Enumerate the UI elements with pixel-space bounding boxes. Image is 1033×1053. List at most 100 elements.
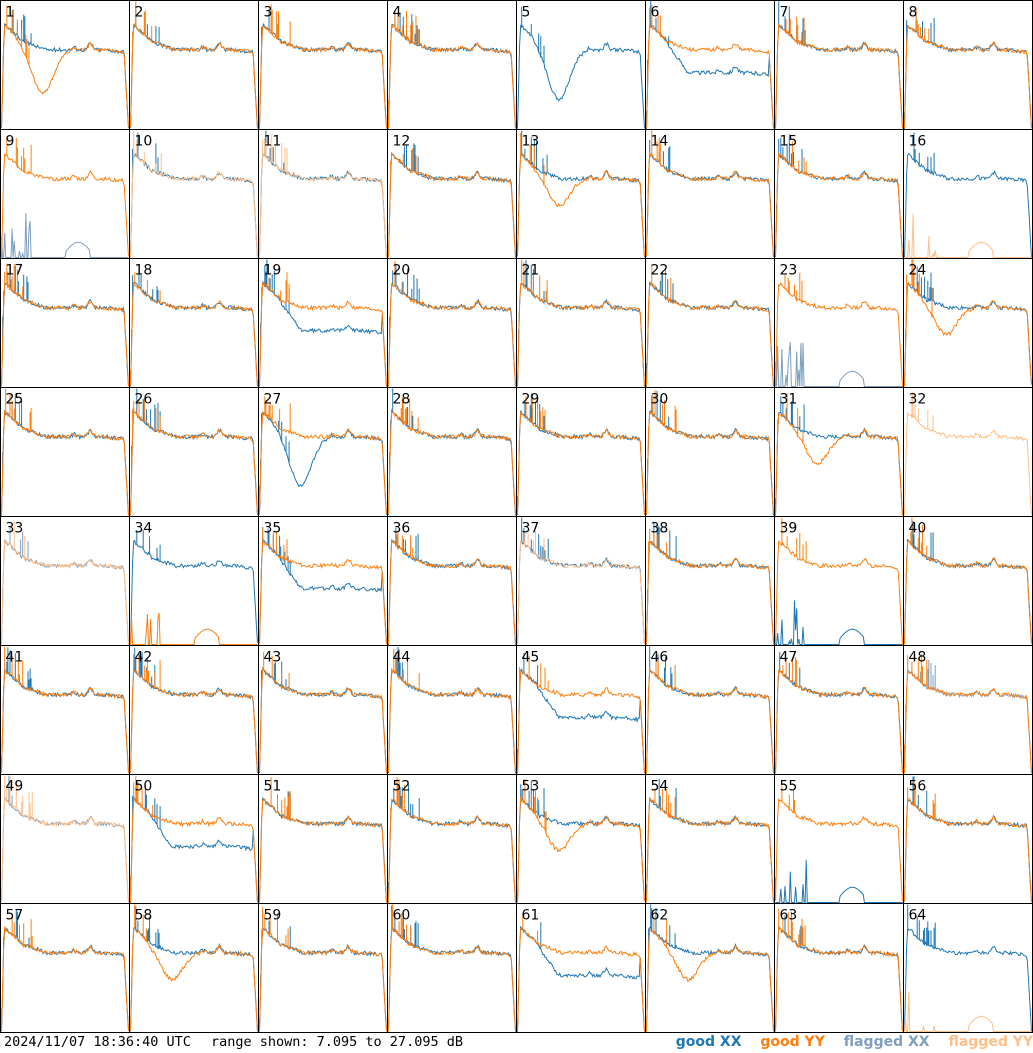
panel-label: 16 [909, 134, 927, 150]
panel-label: 53 [522, 779, 540, 795]
panel-17: 17 [0, 258, 130, 388]
panel-label: 43 [264, 650, 282, 666]
panel-label: 39 [780, 521, 798, 537]
panel-32: 32 [903, 387, 1033, 517]
panel-frame [129, 0, 259, 130]
panel-label: 8 [909, 5, 918, 21]
panel-frame [645, 0, 775, 130]
panel-22: 22 [645, 258, 775, 388]
panel-16: 16 [903, 129, 1033, 259]
panel-label: 36 [393, 521, 411, 537]
panel-36: 36 [387, 516, 517, 646]
series-yy-line [130, 1, 258, 129]
panel-frame [0, 774, 130, 904]
panel-frame [387, 387, 517, 517]
panel-label: 29 [522, 392, 540, 408]
panel-label: 22 [651, 263, 669, 279]
panel-64: 64 [903, 903, 1033, 1033]
panel-frame [903, 516, 1033, 646]
series-xx-line [904, 904, 1032, 1032]
series-yy-line [517, 396, 645, 516]
legend-good-xx: good XX [675, 1034, 742, 1050]
series-yy-line [904, 517, 1032, 645]
panel-24: 24 [903, 258, 1033, 388]
series-yy-line [1, 646, 129, 774]
panel-label: 9 [6, 134, 15, 150]
panel-60: 60 [387, 903, 517, 1033]
series-yy-line [775, 786, 903, 902]
panel-11: 11 [258, 129, 388, 259]
panel-label: 28 [393, 392, 411, 408]
series-yy-line [388, 260, 516, 387]
panel-label: 40 [909, 521, 927, 537]
panel-45: 45 [516, 645, 646, 775]
panel-frame [258, 0, 388, 130]
panel-15: 15 [774, 129, 904, 259]
panel-48: 48 [903, 645, 1033, 775]
panel-label: 47 [780, 650, 798, 666]
panel-label: 13 [522, 134, 540, 150]
panel-label: 11 [264, 134, 282, 150]
series-yy-line [259, 4, 387, 129]
panel-frame [774, 387, 904, 517]
panel-49: 49 [0, 774, 130, 904]
panel-43: 43 [258, 645, 388, 775]
series-yy-line [130, 612, 258, 645]
series-yy-line [259, 272, 387, 387]
series-yy-line [388, 148, 516, 258]
panel-30: 30 [645, 387, 775, 517]
panel-frame [516, 516, 646, 646]
panel-6: 6 [645, 0, 775, 130]
panel-frame [129, 258, 259, 388]
panel-frame [258, 129, 388, 259]
panel-10: 10 [129, 129, 259, 259]
panel-label: 31 [780, 392, 798, 408]
panel-frame [645, 258, 775, 388]
panel-label: 2 [135, 5, 144, 21]
series-yy-line [1, 263, 129, 387]
series-yy-line [646, 4, 774, 129]
panel-label: 44 [393, 650, 411, 666]
legend-good-yy: good YY [760, 1034, 825, 1050]
panel-label: 25 [6, 392, 24, 408]
panel-14: 14 [645, 129, 775, 259]
series-yy-line [259, 529, 387, 645]
panel-frame [516, 774, 646, 904]
series-yy-line [130, 272, 258, 387]
series-xx-line [130, 529, 258, 645]
series-yy-line [388, 904, 516, 1032]
panel-47: 47 [774, 645, 904, 775]
panel-label: 41 [6, 650, 24, 666]
series-yy-line [388, 648, 516, 773]
series-yy-line [130, 131, 258, 258]
panel-frame [258, 774, 388, 904]
panel-label: 51 [264, 779, 282, 795]
panel-50: 50 [129, 774, 259, 904]
panel-7: 7 [774, 0, 904, 130]
series-yy-line [646, 130, 774, 258]
series-yy-line [1, 388, 129, 517]
panel-label: 21 [522, 263, 540, 279]
series-yy-line [775, 908, 903, 1032]
panel-23: 23 [774, 258, 904, 388]
panel-4: 4 [387, 0, 517, 130]
series-xx-line [775, 600, 903, 645]
series-yy-line [517, 530, 645, 645]
series-yy-line [904, 213, 1032, 258]
series-yy-line [130, 904, 258, 1032]
panel-label: 55 [780, 779, 798, 795]
panel-frame [0, 129, 130, 259]
series-yy-line [904, 7, 1032, 129]
panel-frame [645, 516, 775, 646]
series-xx-line [646, 904, 774, 1032]
panel-label: 23 [780, 263, 798, 279]
series-yy-line [1, 918, 129, 1032]
series-xx-line [259, 661, 387, 774]
panel-label: 57 [6, 908, 24, 924]
panel-frame [903, 903, 1033, 1033]
panel-44: 44 [387, 645, 517, 775]
panel-57: 57 [0, 903, 130, 1033]
series-yy-line [259, 777, 387, 903]
series-xx-line [775, 859, 903, 903]
panel-label: 20 [393, 263, 411, 279]
